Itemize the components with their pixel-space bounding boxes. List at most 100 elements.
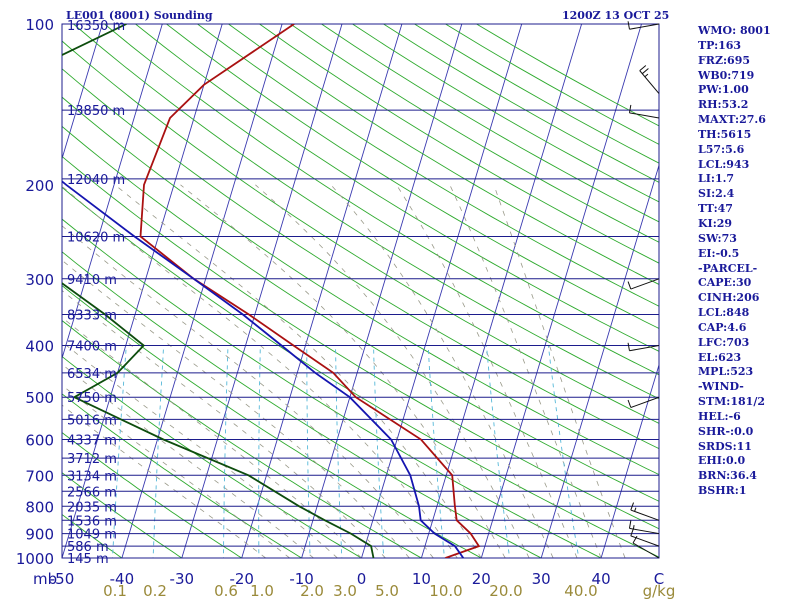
sounding-index: CAPE:30 [698,276,752,290]
sounding-index: L57:5.6 [698,142,745,156]
pressure-tick-label: 200 [25,177,54,195]
temperature-tick-label: -50 [50,570,75,588]
temperature-tick-label: 20 [472,570,491,588]
sounding-index: TH:5615 [698,127,752,141]
sounding-index: EL:623 [698,350,742,364]
height-label: 3134 m [67,469,117,484]
sounding-index: WB0:719 [698,68,755,82]
wind-barb [630,528,660,547]
wind-barb [632,535,660,559]
moist-adiabat-line [62,259,410,558]
sounding-index: LCL:848 [698,306,750,320]
mixing-ratio-tick-label: 20.0 [489,582,522,600]
sounding-index: LI:1.7 [698,172,735,186]
dry-adiabat-line [135,24,659,352]
mixing-ratio-tick-label: 0.6 [214,582,238,600]
isotherm-line [361,24,523,558]
temperature-profile [139,24,481,558]
height-label: 7400 m [67,340,117,355]
height-label-top: 16350 m [67,19,125,34]
wind-barb [627,21,660,30]
wind-barb [628,520,660,535]
dry-adiabat-line [62,393,303,558]
mixing-ratio-tick-label: 5.0 [375,582,399,600]
pressure-tick-label: 100 [25,16,54,34]
height-label: 13850 m [67,104,125,119]
dry-adiabat-line [62,513,123,558]
sounding-index: CINH:206 [698,291,760,305]
dry-adiabat-line [62,155,659,530]
pressure-tick-label: 1000 [16,550,54,568]
height-label: 586 m [67,540,109,555]
pressure-tick-label: 900 [25,526,54,544]
dry-adiabat-line [62,251,543,558]
sounding-indices-panel: WMO: 8001 TP:163 FRZ:695 WB0:719 PW:1.00 RH:5… [698,24,771,499]
mixing-ratio-tick-label: 3.0 [333,582,357,600]
mixing-ratio-tick-label: 0.1 [103,582,127,600]
wind-barb [627,278,660,290]
isotherm-line [301,24,463,558]
dry-adiabat-line [62,218,603,558]
moist-adiabat-line [62,316,362,558]
sounding-index: SW:73 [698,231,737,245]
sounding-index: BSHR:1 [698,484,747,498]
parcel-path [62,180,465,558]
sounding-index: FRZ:695 [698,53,751,67]
height-label: 9410 m [67,273,117,288]
valid-time: 1200Z 13 OCT 25 [562,9,670,22]
pressure-tick-label: 400 [25,338,54,356]
temperature-unit-label: C [654,570,664,588]
pressure-tick-label: 300 [25,271,54,289]
station-title: LE001 (8001) Sounding [66,9,213,22]
height-label: 2035 m [67,500,117,515]
height-label: 12040 m [67,173,125,188]
sounding-index: PW:1.00 [698,83,749,97]
dewpoint-profile [62,24,375,558]
isotherm-line [181,24,343,558]
sounding-index: MAXT:27.6 [698,113,766,127]
dry-adiabat-line [197,24,659,307]
isotherm-line [600,363,659,558]
dry-adiabat-line [62,125,659,502]
moist-adiabat-line [62,225,434,558]
mixing-ratio-tick-label: 1.0 [250,582,274,600]
mixing-ratio-line [112,345,127,558]
mixing-ratio-line [486,345,511,558]
height-label: 1536 m [67,514,117,529]
dry-adiabat-line [62,68,659,450]
dry-adiabat-line [166,24,659,330]
moist-adiabat-line [255,184,530,558]
dry-adiabat-line [62,472,183,558]
temperature-tick-label: 10 [412,570,431,588]
mixing-ratio-line [373,345,385,558]
pressure-unit-label: mb [33,570,57,588]
sounding-index: -PARCEL- [698,261,758,275]
mixing-ratio-line [152,345,165,558]
temperature-tick-label: -20 [229,570,254,588]
sounding-index: TP:163 [698,38,742,52]
mixing-ratio-line [335,345,343,558]
moist-adiabat-line [396,184,578,558]
sounding-index: WMO: 8001 [698,24,771,37]
isotherm-line [420,24,583,558]
temperature-tick-label: 0 [357,570,367,588]
mixing-ratio-line [547,345,580,558]
mixing-ratio-line [258,345,261,558]
sounding-index: CAP:4.6 [698,320,747,334]
sounding-index: RH:53.2 [698,98,749,112]
height-label: 6534 m [67,367,117,382]
height-label: 5750 m [67,391,117,406]
sounding-index: EI:-0.5 [698,246,740,260]
sounding-index: TT:47 [698,202,733,216]
mixing-ratio-line [306,345,311,558]
mixing-ratio-unit-label: g/kg [643,582,676,600]
sounding-index: SRDS:11 [698,439,752,453]
mixing-ratio-tick-label: 10.0 [429,582,462,600]
wind-barb [627,396,660,408]
dry-adiabat-line [62,40,659,424]
dry-adiabat-line [62,96,659,476]
height-label: 145 m [67,552,109,567]
height-label: 10620 m [67,230,125,245]
dry-adiabat-line [73,24,659,400]
wind-barb [639,65,660,94]
